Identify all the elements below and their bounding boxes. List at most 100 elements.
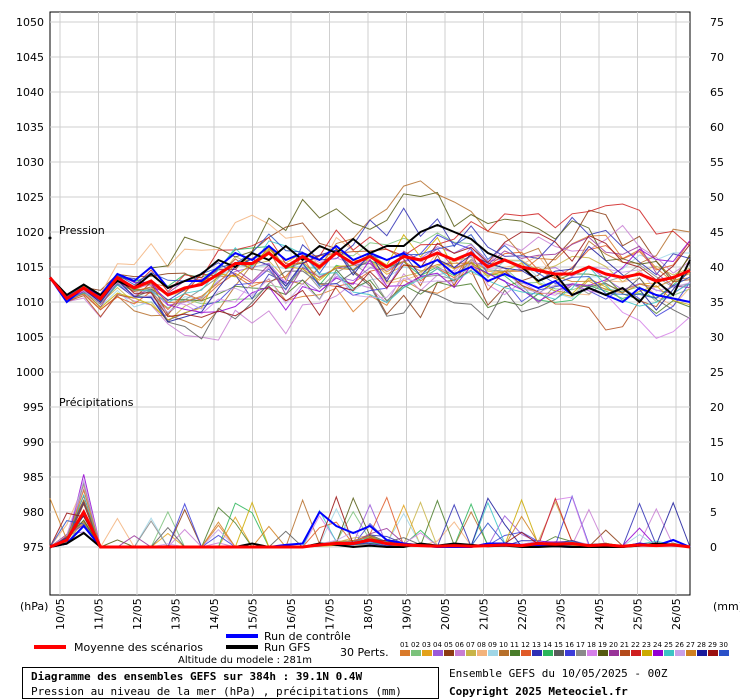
x-tick-label: 15/05 <box>247 598 260 630</box>
x-axis-labels: 10/05 11/05 12/05 13/05 14/05 15/05 16/05 17/05… <box>54 598 683 630</box>
x-tick-label: 26/05 <box>670 598 683 630</box>
main-lines <box>48 223 691 549</box>
pert-swatch <box>488 650 498 656</box>
right-tick-label: 65 <box>710 86 724 99</box>
perturbation-pressure-line <box>49 244 691 331</box>
right-tick-label: 70 <box>710 51 724 64</box>
pert-number: 24 <box>653 641 662 649</box>
pert-swatch <box>521 650 531 656</box>
right-tick-label: 50 <box>710 191 724 204</box>
pert-swatch <box>708 650 718 656</box>
right-tick-label: 75 <box>710 16 724 29</box>
x-tick-label: 12/05 <box>131 598 144 630</box>
pert-number: 26 <box>675 641 684 649</box>
pressure-label: Pression <box>59 224 105 237</box>
perturbation-pressure-line <box>49 240 691 313</box>
pert-swatch <box>466 650 476 656</box>
pert-number: 29 <box>708 641 717 649</box>
legend-perts-label: 30 Perts. <box>340 646 389 659</box>
right-axis-unit: (mm) <box>713 600 740 613</box>
run-info: Ensemble GEFS du 10/05/2025 - 00Z <box>449 667 668 680</box>
left-tick-label: 1000 <box>16 366 44 379</box>
left-tick-label: 1020 <box>16 226 44 239</box>
pert-number: 23 <box>642 641 651 649</box>
pert-swatch <box>642 650 652 656</box>
left-tick-label: 1035 <box>16 121 44 134</box>
legend-mean-label: Moyenne des scénarios <box>74 641 203 654</box>
perturbation-pressure-line <box>49 191 691 300</box>
pert-swatch <box>554 650 564 656</box>
pert-swatch <box>565 650 575 656</box>
x-tick-label: 11/05 <box>93 598 106 630</box>
pert-number: 30 <box>719 641 728 649</box>
right-tick-label: 20 <box>710 401 724 414</box>
right-tick-label: 60 <box>710 121 724 134</box>
right-tick-label: 5 <box>710 506 717 519</box>
pert-swatch <box>444 650 454 656</box>
pert-number: 01 <box>400 641 409 649</box>
right-tick-label: 45 <box>710 226 724 239</box>
left-tick-label: 990 <box>23 436 44 449</box>
perturbation-pressure-line <box>49 240 691 307</box>
legend-control-label: Run de contrôle <box>264 630 351 643</box>
pert-swatch <box>422 650 432 656</box>
precip-label: Précipitations <box>59 396 134 409</box>
right-tick-label: 35 <box>710 296 724 309</box>
series-pressure-line <box>49 223 691 304</box>
right-tick-label: 55 <box>710 156 724 169</box>
copyright: Copyright 2025 Meteociel.fr <box>449 685 628 698</box>
x-tick-label: 20/05 <box>439 598 452 630</box>
pert-number: 08 <box>477 641 486 649</box>
perturbation-legend: 01 02 03 04 05 06 07 08 09 10 11 12 13 14 15 16 17 18 19 20… <box>400 641 729 656</box>
pert-number: 10 <box>499 641 508 649</box>
pert-swatch <box>499 650 509 656</box>
perturbation-pressure-line <box>49 203 691 304</box>
pressure-marker <box>48 236 52 240</box>
pert-number: 05 <box>444 641 453 649</box>
pert-number: 18 <box>587 641 596 649</box>
perturbation-pressure-line <box>49 252 691 339</box>
right-tick-label: 0 <box>710 541 717 554</box>
pert-number: 07 <box>466 641 475 649</box>
perturbation-pressure-line <box>49 233 691 321</box>
right-tick-label: 30 <box>710 331 724 344</box>
pert-swatch <box>510 650 520 656</box>
pert-number: 22 <box>631 641 640 649</box>
pert-swatch <box>576 650 586 656</box>
pert-number: 16 <box>565 641 574 649</box>
altitude-label: Altitude du modele : 281m <box>178 655 312 666</box>
right-tick-label: 25 <box>710 366 724 379</box>
pert-swatch <box>686 650 696 656</box>
pert-swatch <box>477 650 487 656</box>
pert-number: 11 <box>510 641 519 649</box>
pert-swatch <box>609 650 619 656</box>
pert-number: 19 <box>598 641 607 649</box>
x-tick-label: 25/05 <box>632 598 645 630</box>
left-tick-label: 995 <box>23 401 44 414</box>
left-tick-label: 1050 <box>16 16 44 29</box>
left-tick-label: 975 <box>23 541 44 554</box>
footer-subtitle: Pression au niveau de la mer (hPa) , pré… <box>31 685 402 698</box>
pert-number: 03 <box>422 641 431 649</box>
x-tick-label: 23/05 <box>555 598 568 630</box>
pert-swatch <box>400 650 410 656</box>
legend-gfs-label: Run GFS <box>264 641 310 654</box>
x-tick-label: 16/05 <box>285 598 298 630</box>
footer-box: Diagramme des ensembles GEFS sur 384h : … <box>22 667 439 699</box>
pert-number: 06 <box>455 641 464 649</box>
footer-title: Diagramme des ensembles GEFS sur 384h : … <box>31 670 363 683</box>
pert-swatch <box>455 650 465 656</box>
pert-swatch <box>631 650 641 656</box>
x-tick-label: 14/05 <box>208 598 221 630</box>
pert-number: 27 <box>686 641 695 649</box>
pert-swatch <box>598 650 608 656</box>
left-tick-label: 980 <box>23 506 44 519</box>
pert-number: 02 <box>411 641 420 649</box>
x-tick-label: 24/05 <box>593 598 606 630</box>
left-tick-label: 1025 <box>16 191 44 204</box>
pert-swatch <box>411 650 421 656</box>
right-tick-label: 15 <box>710 436 724 449</box>
pert-number: 09 <box>488 641 497 649</box>
